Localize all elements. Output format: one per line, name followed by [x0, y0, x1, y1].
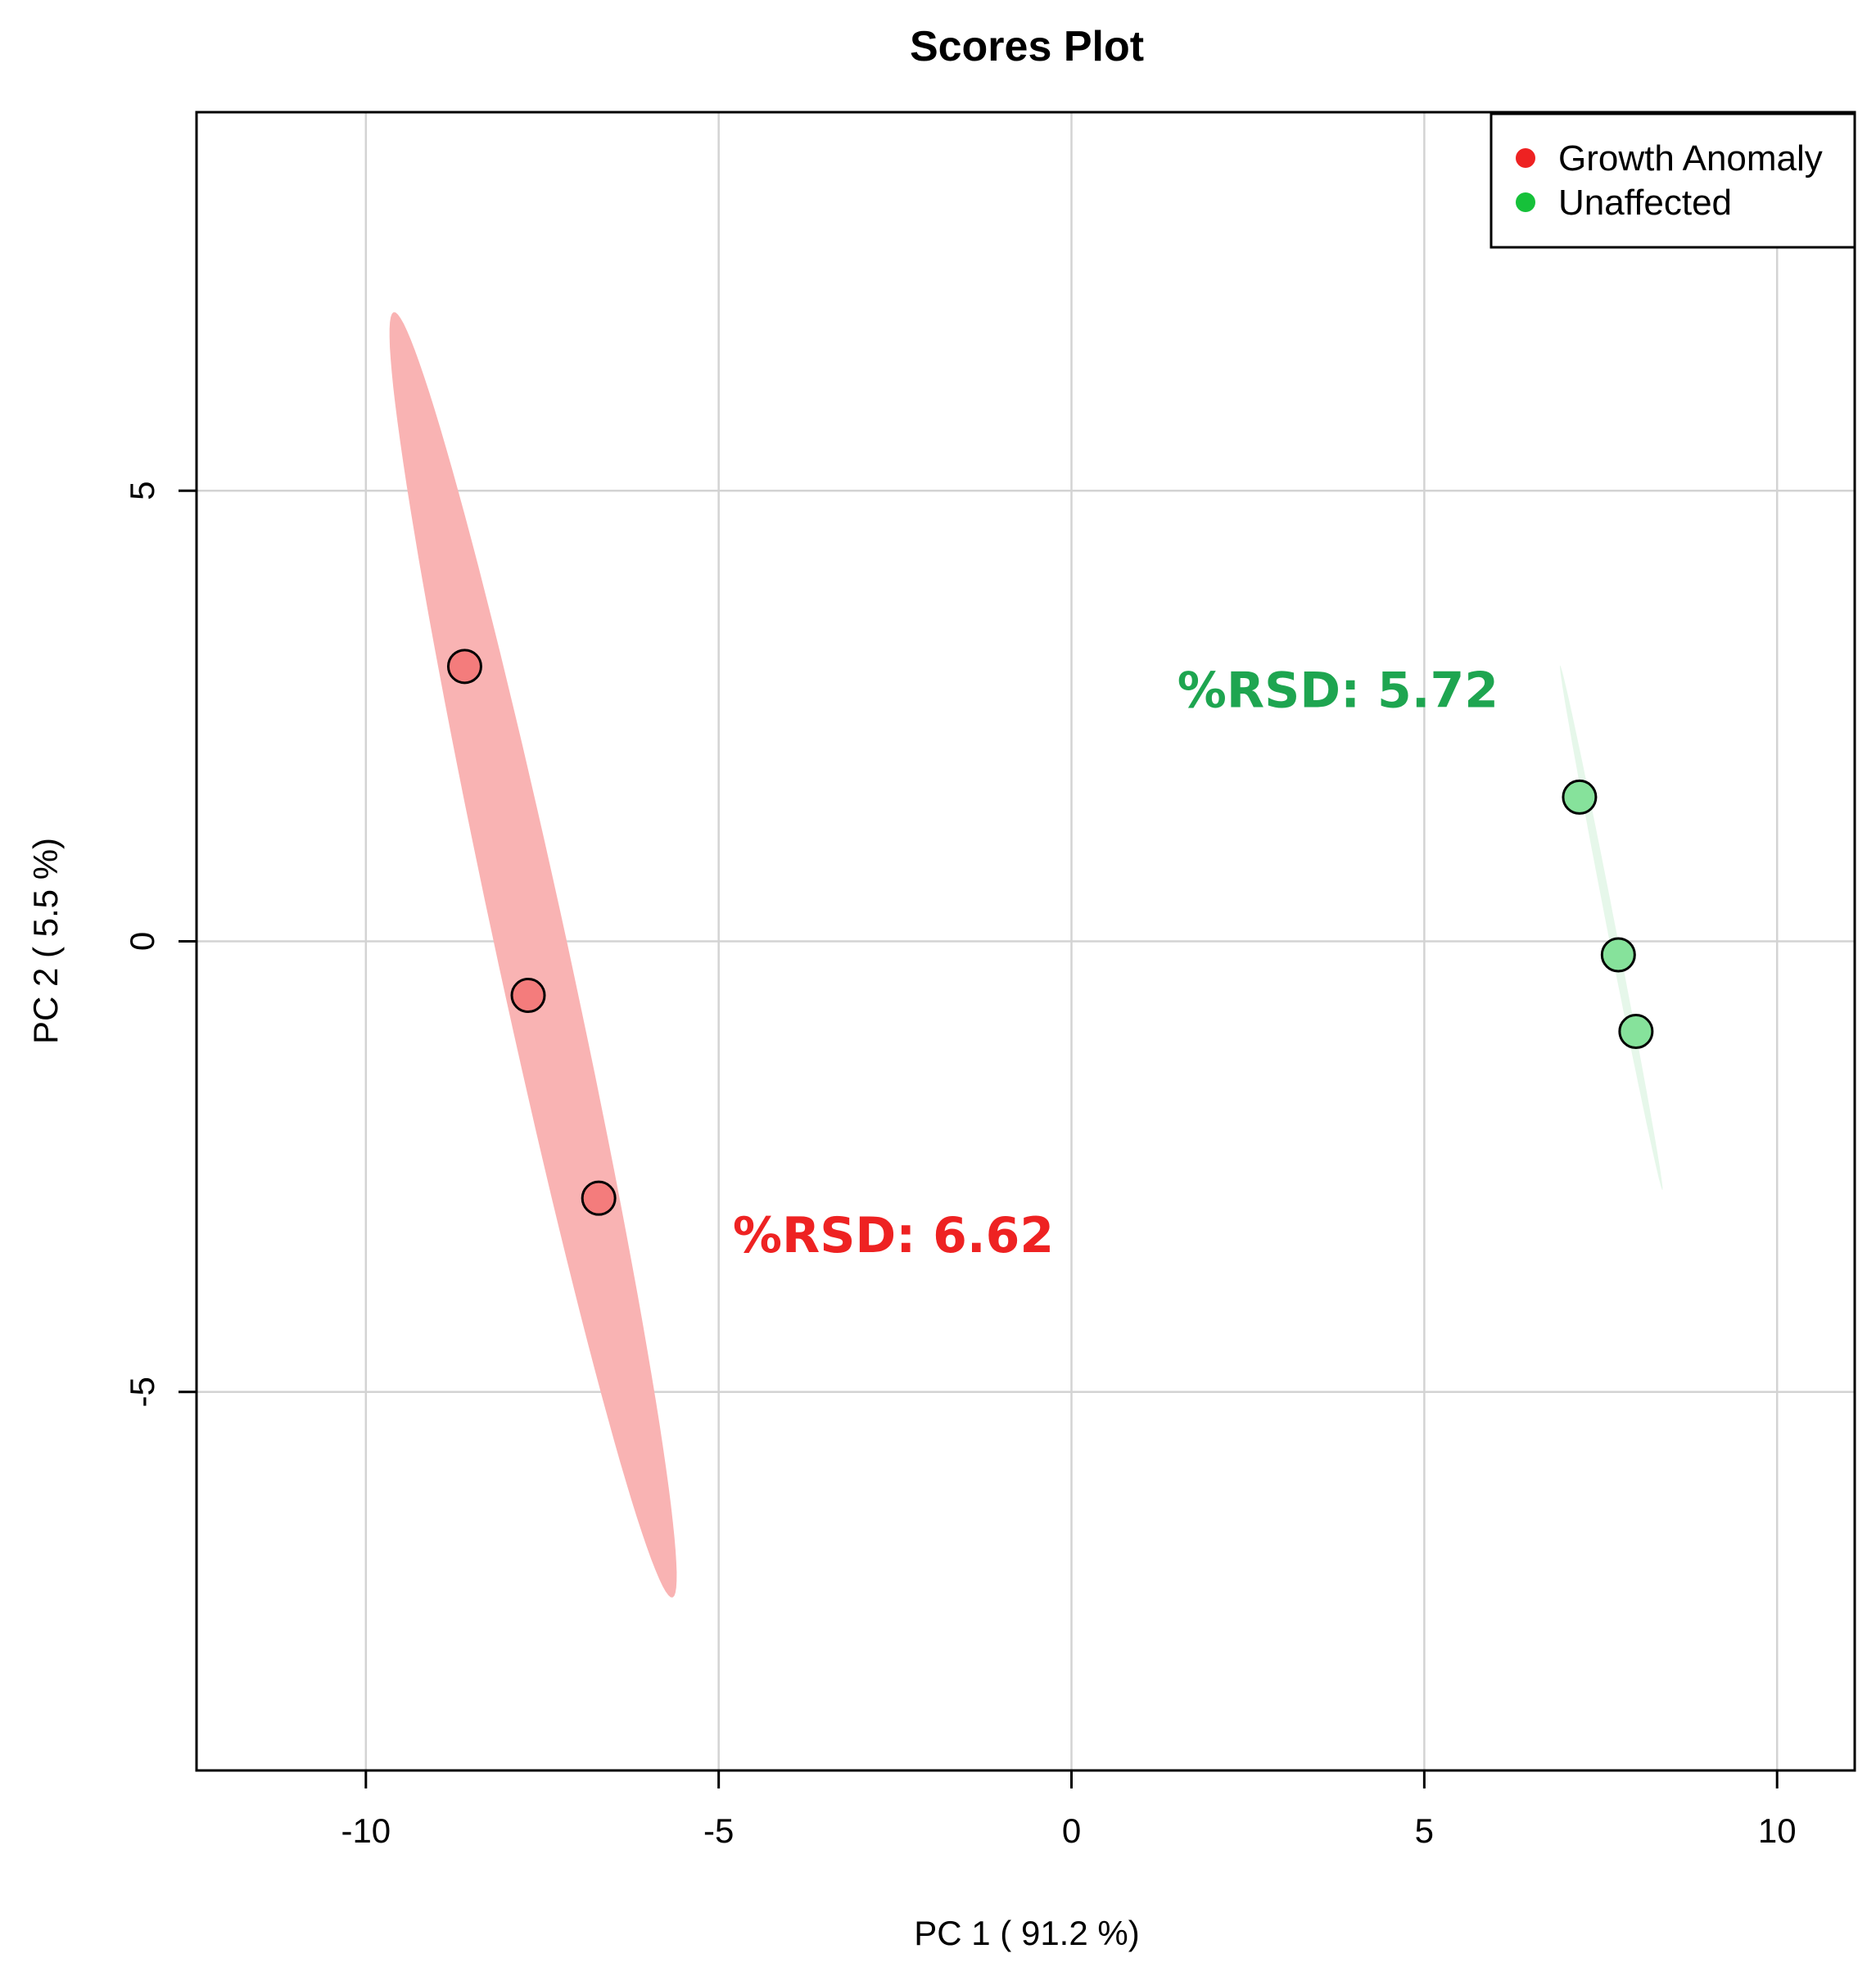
y-tick-label: 0 — [123, 932, 161, 951]
legend-label-growth-anomaly: Growth Anomaly — [1558, 138, 1823, 179]
ellipse-growth-anomaly — [389, 312, 677, 1598]
grid-lines — [197, 112, 1855, 1770]
y-axis-label: PC 2 ( 5.5 %) — [26, 838, 65, 1044]
point-unaffected — [1618, 1014, 1654, 1050]
x-tick-label: 10 — [1758, 1811, 1797, 1850]
legend-marker-unaffected — [1516, 192, 1535, 212]
annotation-growth-anomaly: %RSD: 6.62 — [733, 1207, 1054, 1264]
annotation-unaffected: %RSD: 5.72 — [1178, 662, 1499, 719]
x-tick-label: 5 — [1415, 1811, 1434, 1850]
legend-label-unaffected: Unaffected — [1558, 183, 1732, 223]
y-tick-label: 5 — [123, 482, 161, 500]
x-tick-label: -10 — [341, 1811, 391, 1850]
y-tick-label: -5 — [123, 1377, 161, 1407]
x-tick-label: 0 — [1062, 1811, 1081, 1850]
x-axis-label: PC 1 ( 91.2 %) — [914, 1914, 1139, 1952]
x-tick-label: -5 — [703, 1811, 734, 1850]
legend-marker-growth-anomaly — [1516, 148, 1535, 168]
axes: -10 -5 0 5 10 -5 0 5 — [123, 482, 1797, 1850]
point-growth-anomaly — [581, 1180, 617, 1216]
ellipse-unaffected — [1560, 665, 1663, 1191]
point-growth-anomaly — [446, 649, 482, 685]
point-growth-anomaly — [510, 978, 546, 1014]
point-unaffected — [1600, 937, 1636, 973]
legend-box — [1489, 112, 1856, 249]
chart-title: Scores Plot — [910, 23, 1144, 70]
confidence-ellipses — [389, 312, 1663, 1598]
data-points — [446, 649, 1654, 1216]
point-unaffected — [1562, 779, 1598, 815]
annotations: %RSD: 6.62 %RSD: 5.72 — [733, 662, 1499, 1264]
legend: Growth Anomaly Unaffected — [1489, 112, 1856, 249]
